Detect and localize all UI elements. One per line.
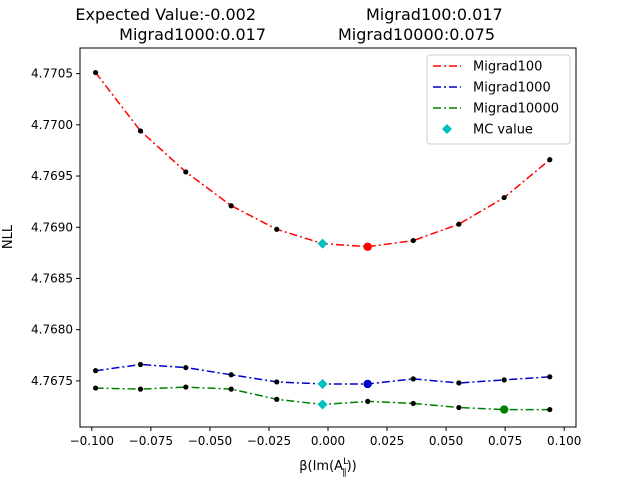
- data-point-migrad1000: [501, 377, 507, 383]
- y-tick-label: 4.7695: [31, 169, 73, 183]
- data-point-migrad1000: [183, 364, 189, 371]
- data-point-migrad100: [137, 128, 144, 134]
- y-tick-label: 4.7675: [31, 374, 73, 388]
- legend-label-mc-value: MC value: [473, 123, 533, 138]
- x-tick-label: −0.100: [70, 434, 114, 448]
- data-point-migrad100: [501, 194, 507, 201]
- x-tick-label: −0.075: [129, 434, 173, 448]
- data-point-migrad1000: [456, 380, 462, 386]
- data-point-migrad1000: [547, 374, 553, 380]
- y-tick-label: 4.7690: [31, 220, 73, 234]
- legend-swatch-mc-value: [442, 124, 452, 134]
- data-point-migrad100: [274, 226, 280, 232]
- y-axis-label: NLL: [1, 224, 16, 249]
- x-axis-ticks: −0.100 −0.075 −0.050 −0.025 0.000 0.025 0.050 0…: [70, 427, 581, 448]
- minimum-marker-migrad1000: [363, 379, 372, 389]
- data-point-migrad1000: [92, 368, 99, 374]
- x-tick-label: 0.025: [370, 434, 404, 448]
- y-tick-label: 4.7705: [31, 67, 73, 81]
- data-point-migrad100: [92, 69, 99, 76]
- title-line2-right: Migrad10000:0.075: [338, 25, 495, 44]
- title-line1-left: Expected Value:-0.002: [75, 5, 256, 24]
- x-axis-label-sup: L: [343, 457, 348, 467]
- data-point-migrad100: [547, 157, 553, 163]
- mc-value-marker: [317, 378, 328, 389]
- legend-label-migrad100: Migrad100: [473, 60, 542, 75]
- x-tick-label: 0.100: [547, 434, 581, 448]
- title-line2-left: Migrad1000:0.017: [119, 25, 266, 44]
- minimum-marker-migrad10000: [499, 405, 509, 414]
- data-point-migrad100: [456, 221, 462, 227]
- data-point-migrad100: [228, 203, 234, 209]
- data-point-migrad1000: [228, 372, 234, 378]
- x-axis-label-sub: ∥: [342, 468, 347, 478]
- data-point-migrad10000: [137, 386, 144, 392]
- data-point-migrad10000: [92, 385, 99, 391]
- x-tick-label: 0.075: [488, 434, 522, 448]
- legend-frame: [426, 54, 571, 145]
- x-axis-label-prefix: β(Im(A: [299, 459, 343, 474]
- data-point-migrad10000: [183, 384, 189, 390]
- legend-items: Migrad100 Migrad1000 Migrad10000 MC value: [433, 60, 559, 138]
- y-tick-label: 4.7685: [31, 271, 73, 285]
- legend-label-migrad10000: Migrad10000: [473, 102, 559, 117]
- data-point-migrad1000: [137, 361, 144, 368]
- title-line1-right: Migrad100:0.017: [366, 5, 503, 24]
- y-tick-label: 4.7680: [31, 323, 73, 337]
- x-axis-label-suffix: )): [347, 459, 357, 474]
- data-point-migrad100: [183, 169, 189, 175]
- minimum-marker-migrad100: [363, 242, 372, 251]
- x-tick-label: −0.025: [247, 434, 291, 448]
- data-point-migrad10000: [410, 400, 416, 407]
- x-axis-label: β(Im(AL ∥)): [299, 457, 357, 478]
- y-axis-ticks: 4.7675 4.7680 4.7685 4.7690 4.7695 4.7700 4.77…: [31, 67, 80, 388]
- data-point-migrad10000: [274, 396, 280, 402]
- mc-value-marker: [317, 399, 328, 410]
- data-point-migrad1000: [410, 376, 416, 382]
- data-point-migrad10000: [456, 404, 462, 411]
- data-point-migrad1000: [274, 379, 280, 385]
- y-tick-label: 4.7700: [31, 118, 73, 132]
- data-point-migrad10000: [547, 406, 553, 413]
- legend: Migrad100 Migrad1000 Migrad10000 MC value: [426, 54, 571, 145]
- legend-label-migrad1000: Migrad1000: [473, 81, 551, 96]
- chart-title: Expected Value:-0.002 Migrad100:0.017 Mi…: [75, 5, 502, 44]
- x-tick-label: 0.000: [311, 434, 345, 448]
- data-point-migrad10000: [228, 386, 234, 392]
- plot-markers: [92, 69, 553, 414]
- mc-value-marker: [317, 238, 328, 249]
- data-point-migrad100: [410, 237, 416, 244]
- data-point-migrad10000: [365, 398, 371, 404]
- x-tick-label: 0.050: [429, 434, 463, 448]
- x-tick-label: −0.050: [188, 434, 232, 448]
